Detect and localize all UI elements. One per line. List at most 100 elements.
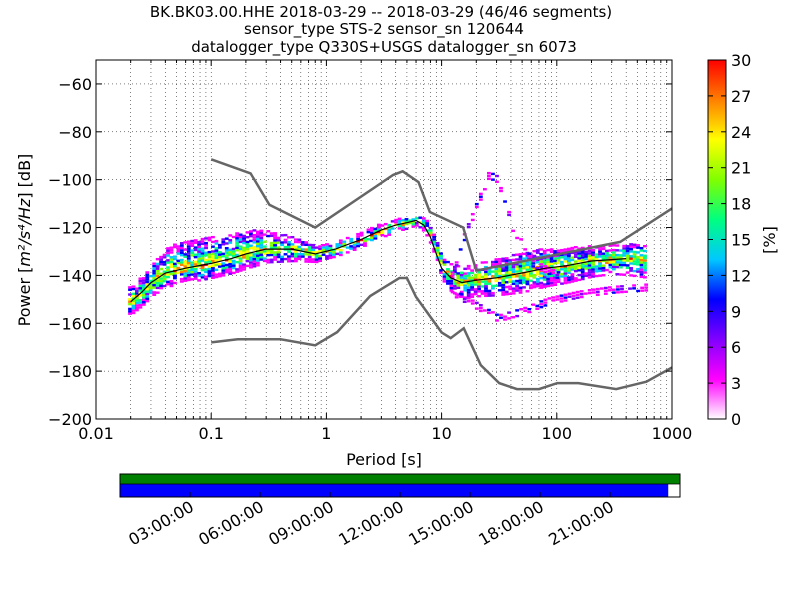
psd-cell — [397, 227, 402, 230]
psd-cell — [542, 273, 547, 277]
psd-cell — [421, 221, 426, 225]
psd-cell — [594, 265, 599, 268]
psd-cell — [193, 275, 198, 278]
psd-cell — [186, 264, 191, 267]
psd-cell — [425, 234, 430, 237]
psd-cell — [214, 249, 219, 252]
psd-cell — [439, 269, 443, 272]
psd-cell — [352, 243, 357, 247]
psd-cell — [615, 244, 620, 247]
psd-cell — [615, 256, 620, 259]
psd-cell — [197, 257, 202, 261]
psd-cell — [643, 245, 647, 248]
psd-cell — [522, 278, 526, 282]
psd-cell — [594, 267, 599, 271]
secondary-branch-cell — [547, 272, 552, 276]
psd-cell — [518, 274, 523, 278]
psd-cell — [504, 273, 509, 277]
colorbar-tick-label: 30 — [731, 51, 751, 70]
secondary-branch-cell — [507, 213, 511, 217]
low-branch-cell — [620, 285, 624, 288]
low-branch-cell — [567, 295, 572, 298]
psd-cell — [373, 237, 378, 240]
low-branch-cell — [499, 316, 503, 319]
psd-cell — [135, 292, 139, 295]
psd-cell — [363, 244, 367, 247]
psd-cell — [432, 240, 437, 244]
psd-cell — [432, 238, 437, 241]
low-branch-cell — [595, 290, 600, 294]
psd-cell — [525, 280, 530, 283]
psd-cell — [529, 286, 533, 290]
psd-cell — [145, 297, 150, 300]
psd-cell — [470, 295, 475, 299]
psd-cell — [245, 247, 250, 251]
psd-cell — [570, 275, 575, 278]
psd-cell — [145, 276, 150, 279]
psd-cell — [290, 255, 295, 258]
psd-cell — [439, 261, 443, 265]
psd-cell — [522, 286, 526, 289]
secondary-branch-cell — [487, 174, 491, 178]
psd-cell — [273, 251, 278, 254]
psd-cell — [200, 276, 205, 279]
psd-cell — [245, 250, 250, 253]
psd-cell — [221, 243, 226, 246]
psd-cell — [432, 243, 437, 246]
psd-cell — [224, 247, 229, 250]
psd-cell — [155, 269, 160, 273]
psd-cell — [193, 263, 198, 266]
psd-cell — [456, 284, 461, 287]
low-branch-cell — [563, 299, 568, 302]
low-branch-cell — [543, 304, 548, 307]
psd-cell — [131, 306, 136, 310]
psd-cell — [259, 243, 264, 247]
psd-cell — [549, 260, 554, 263]
psd-cell — [238, 267, 243, 270]
psd-cell — [179, 261, 184, 264]
psd-cell — [166, 273, 170, 276]
psd-cell — [359, 238, 364, 242]
psd-cell — [605, 261, 609, 265]
psd-cell — [449, 289, 454, 292]
psd-cell — [162, 275, 167, 278]
psd-cell — [535, 285, 540, 288]
psd-cell — [580, 273, 585, 276]
psd-cell — [238, 247, 243, 251]
psd-cell — [214, 259, 219, 262]
psd-cell — [549, 277, 554, 280]
secondary-branch-cell — [466, 223, 471, 226]
psd-cell — [228, 270, 233, 273]
psd-cell — [625, 259, 630, 262]
psd-cell — [567, 281, 571, 284]
psd-cell — [176, 247, 181, 251]
psd-cell — [580, 268, 585, 271]
psd-cell — [601, 264, 606, 267]
psd-cell — [204, 253, 208, 257]
psd-cell — [224, 251, 229, 255]
low-branch-cell — [454, 293, 459, 296]
available-data-bar — [120, 474, 680, 484]
psd-cell — [432, 250, 437, 253]
psd-cell — [259, 251, 264, 254]
psd-cell — [186, 254, 191, 258]
psd-cell — [190, 278, 195, 281]
psd-cell — [242, 251, 246, 254]
psd-cell — [242, 246, 246, 250]
psd-cell — [477, 295, 481, 298]
psd-cell — [135, 308, 139, 312]
low-branch-cell — [470, 302, 475, 305]
psd-cell — [532, 281, 537, 284]
psd-cell — [518, 255, 523, 258]
psd-cell — [155, 281, 160, 285]
psd-cell — [414, 224, 419, 227]
psd-cell — [484, 282, 488, 286]
psd-cell — [494, 270, 499, 273]
psd-cell — [643, 254, 647, 257]
psd-cell — [186, 240, 191, 243]
psd-cell — [425, 219, 430, 223]
psd-cell — [556, 268, 561, 272]
psd-cell — [570, 258, 575, 262]
psd-cell — [591, 270, 596, 273]
low-branch-cell — [539, 300, 544, 303]
